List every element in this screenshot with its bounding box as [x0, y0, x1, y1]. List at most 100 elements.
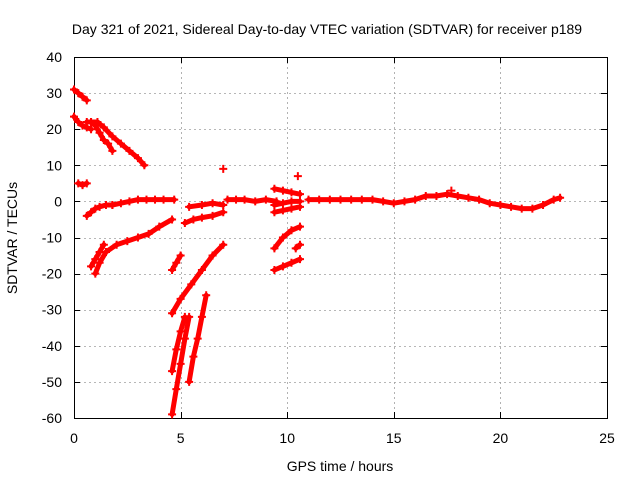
data-point [142, 195, 151, 204]
data-series [270, 202, 304, 217]
data-point [549, 195, 558, 204]
data-point [133, 154, 142, 163]
data-point [197, 312, 206, 321]
data-point [287, 226, 296, 235]
data-points [70, 85, 565, 419]
data-point [270, 265, 279, 274]
data-point [197, 201, 206, 210]
data-series [270, 255, 304, 274]
data-point [556, 193, 565, 202]
data-point [78, 92, 87, 101]
data-point [74, 89, 83, 98]
data-point [315, 195, 324, 204]
data-point [116, 199, 125, 208]
data-series [168, 312, 189, 376]
data-point [287, 197, 296, 206]
data-point [155, 222, 164, 231]
data-point [70, 85, 78, 94]
data-point [172, 385, 181, 394]
data-point [295, 240, 304, 249]
data-point [261, 195, 270, 204]
data-point [453, 191, 462, 200]
data-series [270, 184, 304, 199]
data-point [99, 136, 108, 145]
data-point [116, 139, 125, 148]
data-point [133, 195, 142, 204]
y-tick-label: 0 [54, 193, 62, 209]
data-point [232, 195, 241, 204]
data-point [219, 208, 228, 217]
data-point [87, 125, 96, 134]
data-point [91, 204, 100, 213]
data-point [287, 204, 296, 213]
data-point [151, 195, 160, 204]
data-point [185, 312, 194, 321]
axis-ticks: 0 5 10 15 20 25 -60 -50 -40 -30 -20 -10 0 10 20 30 40 [42, 49, 615, 446]
data-trace [71, 87, 90, 103]
data-point [295, 255, 304, 264]
data-point [74, 117, 83, 126]
data-series [91, 215, 177, 278]
data-point [95, 202, 104, 211]
data-point [108, 132, 117, 141]
y-tick-label: -50 [42, 374, 62, 390]
data-point [278, 262, 287, 271]
y-tick-label: -10 [42, 230, 62, 246]
data-point [176, 294, 185, 303]
data-point [368, 195, 377, 204]
data-point [443, 190, 452, 199]
data-point [447, 186, 456, 195]
data-point [172, 258, 181, 267]
data-point [82, 96, 91, 105]
data-point [193, 334, 202, 343]
data-point [82, 211, 91, 220]
data-point [70, 112, 78, 121]
data-series [168, 251, 185, 274]
y-tick-label: 40 [46, 49, 62, 65]
x-tick-label: 15 [386, 430, 402, 446]
data-trace [271, 224, 303, 251]
data-point [95, 128, 104, 137]
data-point [187, 280, 196, 289]
data-point [507, 202, 516, 211]
data-point [223, 195, 232, 204]
data-point [219, 164, 228, 173]
data-point [379, 197, 388, 206]
data-point [185, 377, 194, 386]
data-point [87, 262, 96, 271]
data-point [74, 179, 83, 188]
y-tick-label: -60 [42, 410, 62, 426]
data-point [170, 195, 179, 204]
data-point [287, 188, 296, 197]
data-point [389, 199, 398, 208]
data-point [270, 201, 279, 210]
data-point [219, 240, 228, 249]
data-point [304, 195, 313, 204]
data-point [295, 202, 304, 211]
data-point [78, 181, 87, 190]
x-tick-label: 5 [177, 430, 185, 446]
data-point [219, 201, 228, 210]
data-point [108, 201, 117, 210]
data-point [432, 191, 441, 200]
data-point [133, 233, 142, 242]
data-series [180, 208, 228, 228]
x-tick-label: 10 [279, 430, 295, 446]
data-point [104, 139, 113, 148]
data-point [347, 195, 356, 204]
data-series [291, 240, 304, 253]
data-point [270, 208, 279, 217]
data-point [251, 197, 260, 206]
data-point [197, 213, 206, 222]
data-point [99, 123, 108, 132]
data-point [112, 240, 121, 249]
data-point [202, 291, 211, 300]
data-series [87, 117, 149, 170]
x-tick-label: 0 [70, 430, 78, 446]
chart-title: Day 321 of 2021, Sidereal Day-to-day VTE… [72, 21, 582, 37]
data-point [278, 186, 287, 195]
x-tick-label: 20 [493, 430, 509, 446]
data-trace [169, 242, 226, 316]
data-point [78, 121, 87, 130]
data-point [293, 172, 302, 181]
